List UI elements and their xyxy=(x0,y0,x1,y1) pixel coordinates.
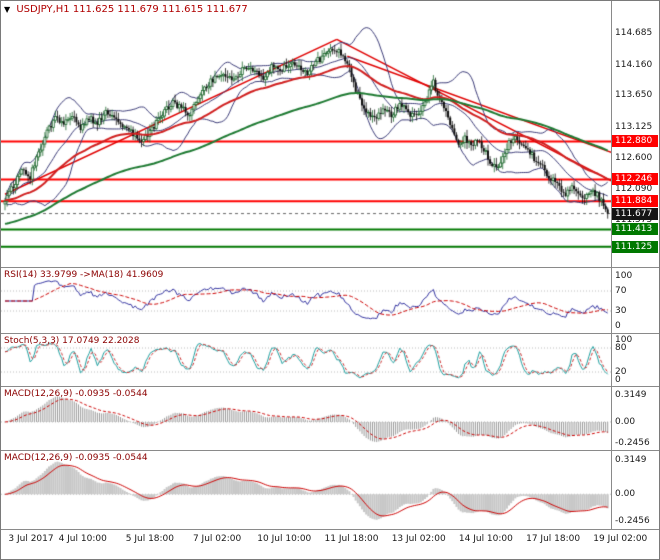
time-axis: 3 Jul 2017 4 Jul 10:00 5 Jul 18:00 7 Jul 02… xyxy=(1,529,659,559)
rsi-y-axis: 100 70 30 0 xyxy=(611,268,659,333)
y-axis-tick: 112.090 xyxy=(615,183,653,194)
ohlc-values-label: 111.625 111.679 111.615 111.677 xyxy=(72,4,248,15)
macd-canvas-1[interactable] xyxy=(1,387,611,450)
time-axis-label: 10 Jul 10:00 xyxy=(257,534,312,544)
rsi-canvas[interactable] xyxy=(1,268,611,333)
price-level-label: 111.413 xyxy=(612,223,658,236)
macd-canvas-2[interactable] xyxy=(1,451,611,529)
price-y-axis: 114.685 114.160 113.650 113.125 112.600 112.0… xyxy=(611,1,659,267)
macd-1-header: MACD(12,26,9) -0.0935 -0.0544 xyxy=(4,389,148,399)
rsi-header: RSI(14) 33.9799 ->MA(18) 41.9609 xyxy=(4,270,164,280)
price-level-label: 112.880 xyxy=(612,135,658,148)
time-axis-label: 7 Jul 02:00 xyxy=(192,534,242,544)
time-axis-label: 11 Jul 18:00 xyxy=(324,534,379,544)
y-axis-tick: -0.2456 xyxy=(615,437,650,448)
y-axis-tick: 112.600 xyxy=(615,153,653,164)
stochastic-header: Stoch(5,3,3) 17.0749 22.2028 xyxy=(4,336,140,346)
y-axis-tick: -0.2456 xyxy=(615,515,650,526)
time-axis-label: 5 Jul 18:00 xyxy=(125,534,175,544)
y-axis-tick: 20 xyxy=(615,367,627,377)
macd-panel-2: 0.3149 0.00 -0.2456 MACD(12,26,9) -0.0935 … xyxy=(1,450,659,529)
y-axis-tick: 114.685 xyxy=(615,28,653,39)
main-chart-panel: 114.685 114.160 113.650 113.125 112.600 112.0… xyxy=(1,1,659,267)
macd-panel-1: 0.3149 0.00 -0.2456 MACD(12,26,9) -0.0935 … xyxy=(1,386,659,450)
y-axis-tick: 0 xyxy=(615,321,621,331)
collapse-chart-icon[interactable]: ▼ xyxy=(4,5,11,14)
price-level-label: 112.246 xyxy=(612,173,658,186)
y-axis-tick: 113.650 xyxy=(615,90,653,101)
price-level-label: 111.125 xyxy=(612,240,658,253)
y-axis-tick: 0.3149 xyxy=(615,455,647,465)
y-axis-tick: 0.00 xyxy=(615,416,636,427)
stochastic-panel: 100 80 20 0 Stoch(5,3,3) 17.0749 22.2028 xyxy=(1,333,659,386)
time-axis-label: 14 Jul 10:00 xyxy=(458,534,513,544)
rsi-panel: 100 70 30 0 RSI(14) 33.9799 ->MA(18) 41.960… xyxy=(1,267,659,333)
y-axis-tick: 70 xyxy=(615,286,627,296)
price-chart-canvas[interactable] xyxy=(1,1,611,267)
macd-2-header: MACD(12,26,9) -0.0935 -0.0544 xyxy=(4,453,148,463)
y-axis-tick: 0.3149 xyxy=(615,390,647,400)
macd-1-y-axis: 0.3149 0.00 -0.2456 xyxy=(611,387,659,450)
time-axis-label: 3 Jul 2017 xyxy=(8,534,54,544)
y-axis-tick: 80 xyxy=(615,343,627,353)
symbol-period-label: USDJPY,H1 xyxy=(16,4,70,15)
y-axis-tick: 100 xyxy=(615,271,633,281)
stochastic-y-axis: 100 80 20 0 xyxy=(611,334,659,386)
time-axis-label: 4 Jul 10:00 xyxy=(58,534,107,544)
time-axis-label: 19 Jul 02:00 xyxy=(593,534,648,544)
price-level-label: 111.884 xyxy=(612,195,658,208)
y-axis-tick: 114.160 xyxy=(615,59,653,70)
current-price-label: 111.677 xyxy=(612,207,658,220)
y-axis-tick: 111.575 xyxy=(615,214,653,225)
y-axis-tick: 0 xyxy=(615,375,621,385)
y-axis-tick: 0.00 xyxy=(615,489,636,500)
time-axis-label: 13 Jul 02:00 xyxy=(391,534,446,544)
time-axis-label: 17 Jul 18:00 xyxy=(526,534,581,544)
y-axis-tick: 30 xyxy=(615,306,627,316)
y-axis-tick: 113.125 xyxy=(615,121,653,132)
chart-header: ▼ USDJPY,H1 111.625 111.679 111.615 111.… xyxy=(4,4,248,15)
macd-2-y-axis: 0.3149 0.00 -0.2456 xyxy=(611,451,659,529)
y-axis-tick: 100 xyxy=(615,335,633,345)
stochastic-canvas[interactable] xyxy=(1,334,611,386)
